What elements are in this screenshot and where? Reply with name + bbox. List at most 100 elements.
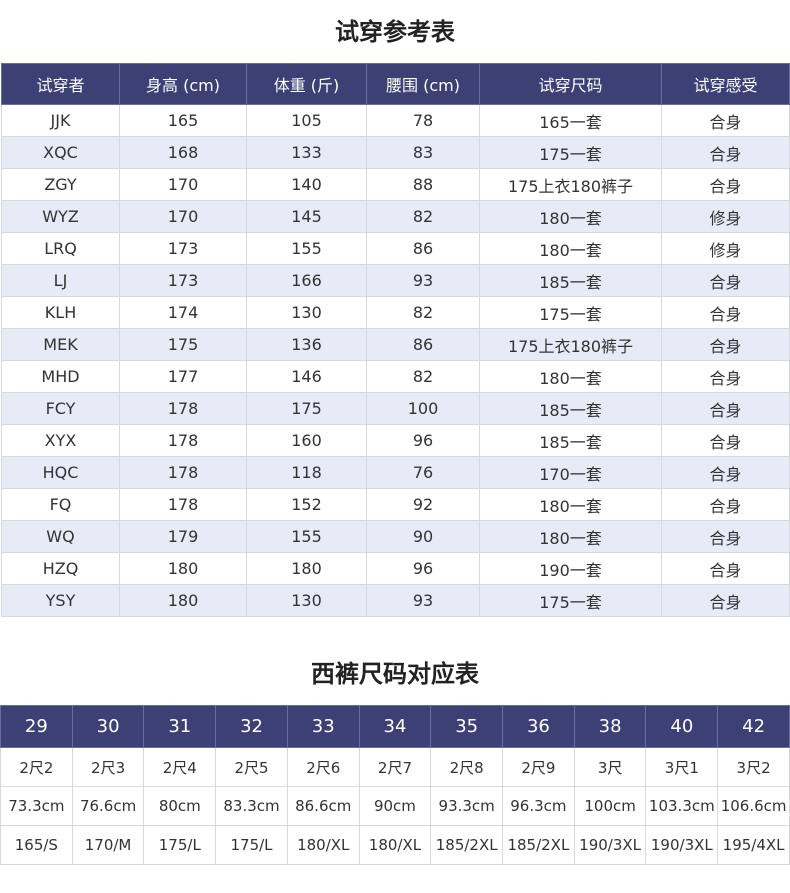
size-cell: 185/2XL [502,825,575,865]
cell-tester: FCY [1,392,120,425]
cell-tried-size: 180一套 [479,360,662,393]
table-row: HQC 178 118 76 170一套 合身 [1,456,790,489]
size-header-cell: 35 [430,705,504,748]
size-cell: 180/XL [286,825,360,865]
table-row: FCY 178 175 100 185一套 合身 [1,392,790,425]
cell-tried-size: 190一套 [479,552,662,585]
cell-tester: XYX [1,424,120,457]
header-tester: 试穿者 [1,63,120,105]
cell-fit-feeling: 合身 [661,296,790,329]
size-header-cell: 34 [358,705,432,748]
table-row: XQC 168 133 83 175一套 合身 [1,136,790,169]
size-cell: 2尺8 [430,747,504,787]
cell-weight: 155 [246,232,367,265]
cell-tester: LJ [1,264,120,297]
cell-tester: WQ [1,520,120,553]
size-cell: 3尺1 [645,747,719,787]
cell-waist: 82 [366,360,480,393]
table-row: MHD 177 146 82 180一套 合身 [1,360,790,393]
cell-tester: JJK [1,104,120,137]
trouser-size-table: 29 30 31 32 33 34 35 36 38 40 42 2尺2 2尺3 2尺4 2尺5 2尺6 2尺… [0,705,790,865]
tryon-reference-table: 试穿者 身高 (cm) 体重 (斤) 腰围 (cm) 试穿尺码 试穿感受 JJK… [1,63,790,617]
size-cell: 2尺7 [358,747,432,787]
table-row: KLH 174 130 82 175一套 合身 [1,296,790,329]
cell-tried-size: 175一套 [479,136,662,169]
size-cell: 170/M [71,825,145,865]
cell-tried-size: 170一套 [479,456,662,489]
cell-tried-size: 175上衣180裤子 [479,328,662,361]
cell-tester: MHD [1,360,120,393]
table-row: LJ 173 166 93 185一套 合身 [1,264,790,297]
cell-tried-size: 180一套 [479,520,662,553]
cell-height: 178 [119,392,247,425]
table-row: ZGY 170 140 88 175上衣180裤子 合身 [1,168,790,201]
size-header-cell: 42 [717,705,790,748]
size-cell: 2尺6 [286,747,360,787]
size-cell: 195/4XL [717,825,790,865]
cell-waist: 82 [366,296,480,329]
cell-waist: 78 [366,104,480,137]
cell-fit-feeling: 合身 [661,488,790,521]
cell-fit-feeling: 合身 [661,104,790,137]
size-cell: 80cm [143,786,217,826]
cell-height: 177 [119,360,247,393]
cell-weight: 146 [246,360,367,393]
tryon-table-body: JJK 165 105 78 165一套 合身 XQC 168 133 83 175一套 合身 ZGY 1… [1,104,790,617]
tryon-table-title: 试穿参考表 [335,18,455,46]
size-cell: 3尺2 [717,747,790,787]
cell-waist: 82 [366,200,480,233]
cell-tester: MEK [1,328,120,361]
cell-height: 178 [119,456,247,489]
header-fit-feeling: 试穿感受 [661,63,790,105]
cell-waist: 86 [366,232,480,265]
size-cell: 83.3cm [215,786,288,826]
size-table-body: 2尺2 2尺3 2尺4 2尺5 2尺6 2尺7 2尺8 2尺9 3尺 3尺1 3尺2 73.3cm 76… [0,747,790,865]
size-header-cell: 38 [573,705,647,748]
size-fit-row: 165/S 170/M 175/L 175/L 180/XL 180/XL 185/2XL 1… [0,825,790,865]
cell-tried-size: 180一套 [479,232,662,265]
cell-height: 173 [119,232,247,265]
cell-weight: 180 [246,552,367,585]
size-cell: 175/L [215,825,288,865]
cell-tester: XQC [1,136,120,169]
size-cell: 76.6cm [71,786,145,826]
cell-weight: 133 [246,136,367,169]
cell-waist: 86 [366,328,480,361]
cell-fit-feeling: 修身 [661,232,790,265]
cell-weight: 130 [246,584,367,617]
size-header-cell: 30 [71,705,145,748]
cell-height: 175 [119,328,247,361]
cell-weight: 152 [246,488,367,521]
cell-fit-feeling: 合身 [661,264,790,297]
cell-tried-size: 185一套 [479,424,662,457]
cell-fit-feeling: 合身 [661,424,790,457]
cell-waist: 96 [366,424,480,457]
cell-waist: 76 [366,456,480,489]
table-row: JJK 165 105 78 165一套 合身 [1,104,790,137]
cell-height: 180 [119,552,247,585]
cell-height: 180 [119,584,247,617]
header-weight: 体重 (斤) [246,63,367,105]
cell-fit-feeling: 合身 [661,456,790,489]
cell-tried-size: 180一套 [479,200,662,233]
cell-tester: KLH [1,296,120,329]
size-cell: 2尺3 [71,747,145,787]
cell-fit-feeling: 合身 [661,552,790,585]
cell-height: 174 [119,296,247,329]
cell-tester: YSY [1,584,120,617]
cell-tester: WYZ [1,200,120,233]
size-cell: 2尺9 [502,747,575,787]
size-cell: 2尺2 [0,747,73,787]
cell-weight: 140 [246,168,367,201]
cell-weight: 118 [246,456,367,489]
cell-tried-size: 185一套 [479,392,662,425]
size-header-cell: 32 [215,705,288,748]
cell-weight: 160 [246,424,367,457]
size-cell: 180/XL [358,825,432,865]
cell-waist: 93 [366,264,480,297]
cell-tried-size: 165一套 [479,104,662,137]
size-cell: 190/3XL [573,825,647,865]
cell-weight: 145 [246,200,367,233]
size-cell: 185/2XL [430,825,504,865]
cell-weight: 166 [246,264,367,297]
